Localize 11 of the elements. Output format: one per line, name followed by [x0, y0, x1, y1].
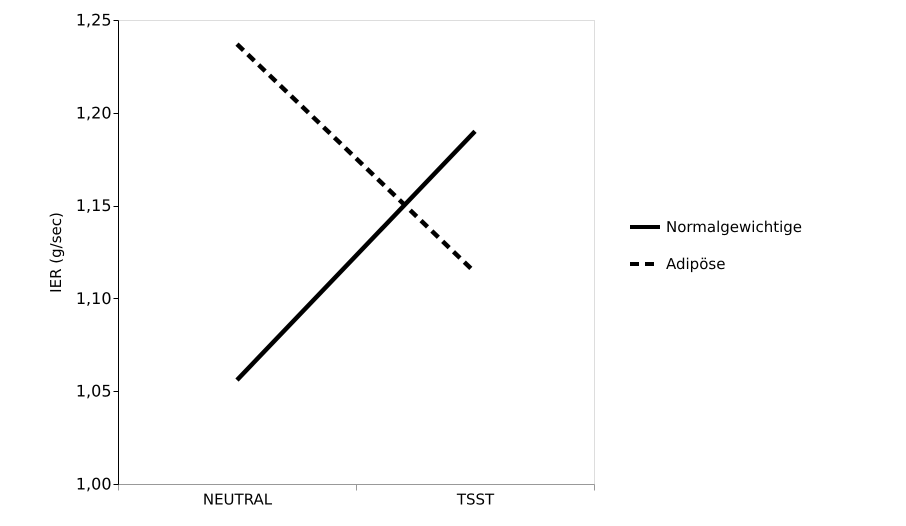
y-tick-label: 1,00 — [76, 474, 112, 494]
y-tick-label: 1,20 — [76, 103, 112, 122]
x-tick-label: NEUTRAL — [202, 490, 273, 508]
legend-label: Adipöse — [666, 255, 726, 273]
legend-label: Normalgewichtige — [666, 218, 802, 236]
y-tick-label: 1,10 — [76, 288, 112, 308]
y-axis-title: IER (g/sec) — [46, 212, 65, 293]
x-tick-label: TSST — [456, 490, 496, 508]
y-tick-label: 1,25 — [76, 10, 112, 30]
y-tick-label: 1,15 — [76, 196, 112, 216]
y-tick-label: 1,05 — [76, 382, 112, 401]
